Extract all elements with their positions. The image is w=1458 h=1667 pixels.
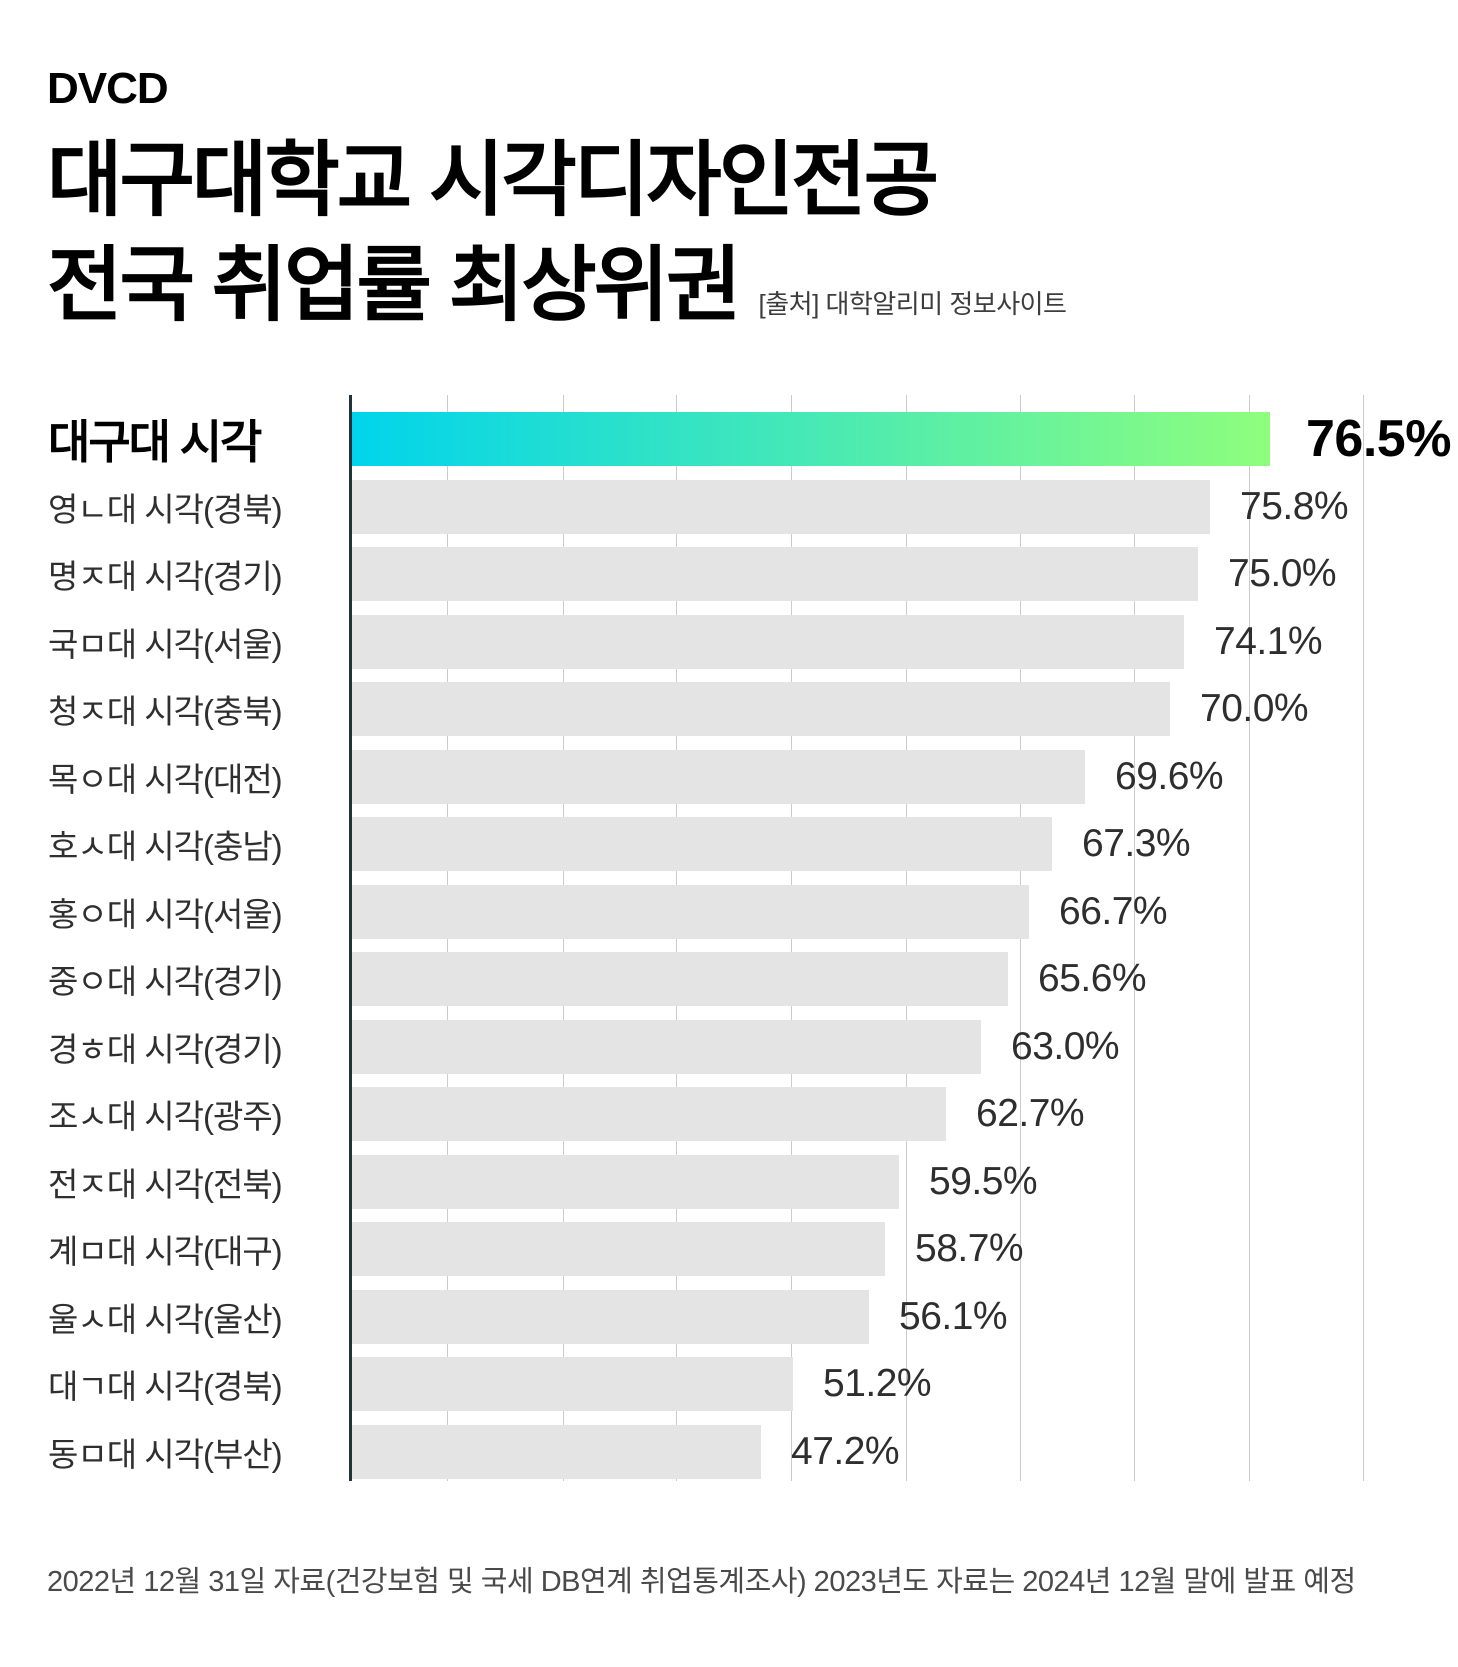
bar [351,884,1029,939]
bar-row: 경ㅎ대 시각(경기) 63.0% [0,1019,1458,1074]
bar-row: 국ㅁ대 시각(서울) 74.1% [0,614,1458,669]
bar-value: 76.5% [1306,410,1451,468]
source-caption: [출처] 대학알리미 정보사이트 [758,289,1067,319]
bar-row: 호ㅅ대 시각(충남) 67.3% [0,817,1458,871]
bar-label: 대구대 시각 [48,416,262,468]
bar-row: 울ㅅ대 시각(울산) 56.1% [0,1289,1458,1344]
bar-label: 국ㅁ대 시각(서울) [48,625,283,663]
bar-label: 영ㄴ대 시각(경북) [48,490,283,528]
bar-row: 조ㅅ대 시각(광주) 62.7% [0,1087,1458,1141]
bar-label: 호ㅅ대 시각(충남) [48,828,283,865]
bar-value: 56.1% [899,1294,1008,1338]
bar-row: 계ㅁ대 시각(대구) 58.7% [0,1222,1458,1276]
bar-row: 명ㅈ대 시각(경기) 75.0% [0,547,1458,601]
bar-value: 70.0% [1200,687,1309,730]
bar [351,1222,885,1276]
bar-row: 청ㅈ대 시각(충북) 70.0% [0,682,1458,736]
bar [351,1289,869,1344]
gridline [1363,395,1364,1481]
bar-row: 중ㅇ대 시각(경기) 65.6% [0,952,1458,1006]
bar [351,1019,981,1074]
bar [351,614,1184,669]
bar-label: 동ㅁ대 시각(부산) [48,1435,283,1473]
bar-label: 목ㅇ대 시각(대전) [48,760,283,798]
bar [351,749,1085,804]
bar-label: 청ㅈ대 시각(충북) [48,693,283,730]
bar-value: 47.2% [791,1429,900,1473]
bar-value: 67.3% [1082,822,1191,865]
title-line1: 대구대학교 시각디자인전공 [47,135,939,226]
bar-value: 62.7% [976,1092,1085,1135]
bar [351,817,1052,871]
bar [351,1357,793,1411]
bar [351,952,1008,1006]
bar-label: 홍ㅇ대 시각(서울) [48,895,283,933]
bar-label: 명ㅈ대 시각(경기) [48,558,283,595]
y-axis-line [349,395,352,1481]
bar-row: 영ㄴ대 시각(경북) 75.8% [0,479,1458,534]
highlight-bar [351,412,1270,466]
footnote: 2022년 12월 31일 자료(건강보험 및 국세 DB연계 취업통계조사) … [47,1566,1356,1598]
bar-value: 51.2% [823,1362,932,1405]
bar-label: 대ㄱ대 시각(경북) [48,1368,283,1405]
bar [351,1087,946,1141]
bar-label: 중ㅇ대 시각(경기) [48,963,283,1000]
bar-value: 59.5% [929,1159,1038,1203]
bar-label: 울ㅅ대 시각(울산) [48,1300,283,1338]
bar [351,547,1198,601]
bar-label: 계ㅁ대 시각(대구) [48,1233,283,1270]
bar-label: 조ㅅ대 시각(광주) [48,1098,283,1135]
brand-logo: DVCD [47,64,169,113]
bar-row: 홍ㅇ대 시각(서울) 66.7% [0,884,1458,939]
bar-value: 63.0% [1011,1024,1120,1068]
bar-row: 전ㅈ대 시각(전북) 59.5% [0,1154,1458,1209]
bar-value: 75.0% [1228,552,1337,595]
bar [351,479,1210,534]
bar-label: 경ㅎ대 시각(경기) [48,1030,283,1068]
bar-value: 58.7% [915,1227,1024,1270]
title-line2: 전국 취업률 최상위권 [47,240,742,331]
bar [351,1154,899,1209]
bar-value: 74.1% [1214,619,1323,663]
bar-row: 목ㅇ대 시각(대전) 69.6% [0,749,1458,804]
bar-rows: 대구대 시각 76.5% 영ㄴ대 시각(경북) 75.8% 명ㅈ대 시각(경기) 75.0… [0,410,1458,1492]
bar-value: 75.8% [1240,484,1349,528]
bar-value: 66.7% [1059,889,1168,933]
bar-row: 대구대 시각 76.5% [0,410,1458,468]
bar-label: 전ㅈ대 시각(전북) [48,1165,283,1203]
gridline [1249,395,1250,1481]
bar-chart: 대구대 시각 76.5% 영ㄴ대 시각(경북) 75.8% 명ㅈ대 시각(경기) 75.0… [0,395,1458,1481]
bar-row: 동ㅁ대 시각(부산) 47.2% [0,1424,1458,1479]
bar [351,1424,761,1479]
bar-row: 대ㄱ대 시각(경북) 51.2% [0,1357,1458,1411]
bar-value: 69.6% [1115,754,1224,798]
bar-value: 65.6% [1038,957,1147,1000]
gridline [1134,395,1135,1481]
bar [351,682,1170,736]
